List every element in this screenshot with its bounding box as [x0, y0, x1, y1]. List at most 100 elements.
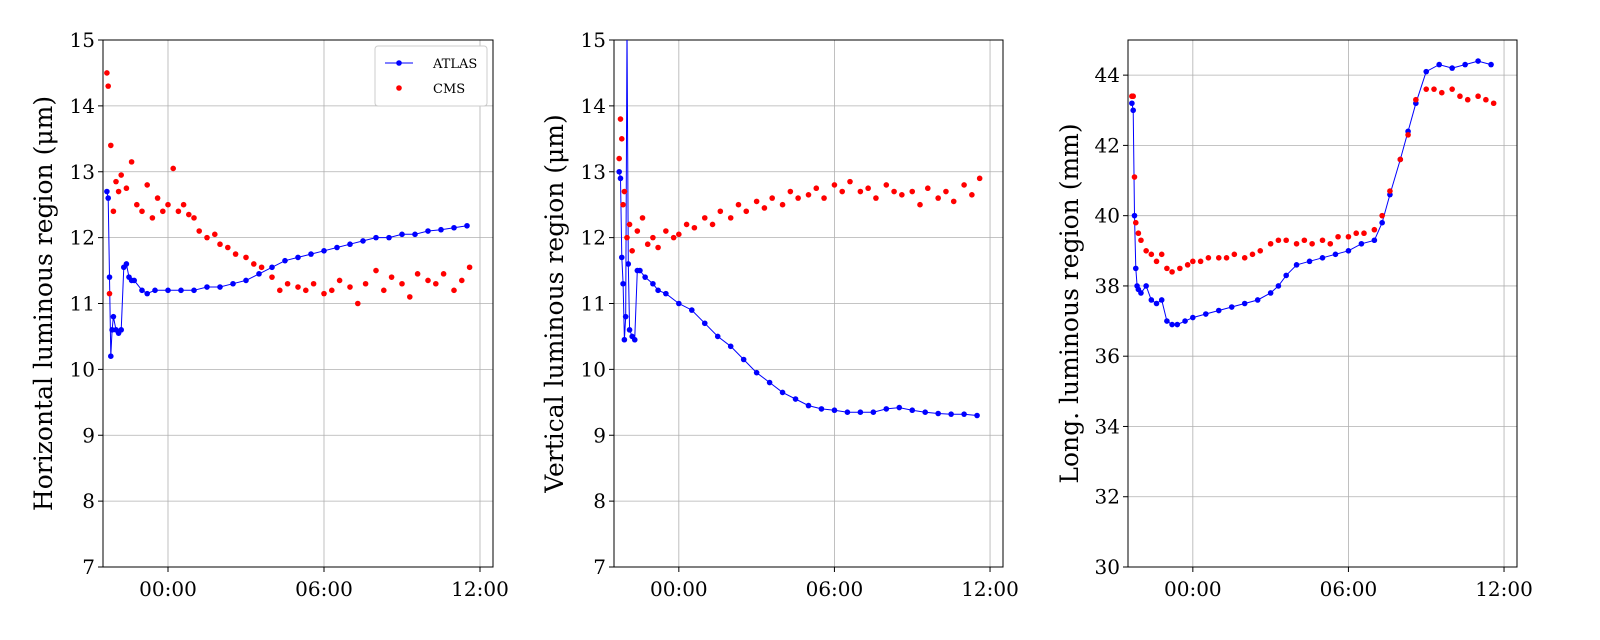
y-tick-label: 14	[581, 94, 606, 118]
data-point	[399, 231, 405, 238]
x-tick-label: 12:00	[1475, 577, 1533, 601]
data-point	[676, 300, 682, 307]
y-tick-label: 10	[70, 357, 95, 381]
data-point	[212, 231, 218, 238]
data-point	[624, 24, 630, 30]
data-point	[1449, 86, 1455, 92]
data-point	[795, 195, 801, 201]
data-point	[225, 244, 231, 251]
data-point	[321, 248, 327, 254]
data-point	[1164, 265, 1170, 272]
data-point	[976, 175, 983, 182]
data-point	[1293, 262, 1300, 268]
data-point	[622, 313, 629, 320]
y-tick-label: 9	[593, 423, 606, 447]
data-point	[1379, 219, 1385, 226]
data-point	[689, 307, 695, 313]
data-point	[440, 271, 447, 277]
data-point	[1335, 233, 1341, 240]
data-point	[961, 411, 967, 417]
data-point	[269, 264, 275, 271]
data-point	[1130, 107, 1136, 114]
data-point	[123, 185, 130, 192]
data-point	[691, 224, 698, 231]
data-point	[284, 280, 291, 287]
legend: ATLAS CMS	[374, 45, 488, 107]
data-point	[175, 208, 182, 215]
data-point	[386, 234, 392, 241]
data-point	[663, 228, 669, 234]
plot-frame	[1127, 39, 1518, 568]
data-point	[917, 201, 923, 208]
data-point	[1358, 240, 1365, 247]
data-point	[104, 188, 110, 195]
data-point	[896, 404, 903, 411]
y-tick-label: 44	[1095, 63, 1120, 87]
data-point	[191, 215, 197, 221]
y-tick-label: 11	[581, 292, 606, 316]
data-point	[870, 409, 877, 415]
data-point	[1129, 100, 1135, 107]
data-point	[115, 188, 122, 195]
data-point	[186, 211, 192, 218]
y-axis-title: Long. luminous region (mm)	[1055, 123, 1084, 483]
data-point	[165, 201, 171, 208]
data-point	[1148, 297, 1155, 303]
data-point	[110, 313, 117, 320]
data-point	[844, 409, 851, 415]
data-point	[113, 178, 119, 185]
data-point	[1275, 283, 1282, 289]
data-point	[631, 336, 638, 343]
data-point	[1132, 219, 1139, 226]
data-point	[438, 226, 444, 233]
data-point	[961, 182, 967, 188]
data-point	[634, 228, 641, 234]
data-point	[149, 215, 156, 221]
data-point	[701, 215, 708, 221]
data-point	[258, 264, 265, 271]
y-tick-label: 13	[581, 160, 606, 184]
data-point	[899, 192, 905, 198]
plot-area	[1129, 58, 1497, 328]
data-point	[1345, 233, 1352, 240]
longitudinal-panel: 30 32 34 36 38 40 42 44 00:00 06:00 12:00 Long. lum…	[1055, 39, 1533, 601]
data-point	[1135, 230, 1142, 237]
vertical-panel: 7 8 9 10 11 12 13 14 15 00:00 06:00 12:00 Vertical l…	[540, 24, 1019, 601]
data-point	[1293, 240, 1300, 247]
data-point	[425, 228, 431, 234]
data-point	[650, 234, 656, 241]
x-tick-label: 06:00	[295, 577, 353, 601]
data-point	[282, 257, 288, 264]
data-point	[347, 241, 353, 248]
data-point	[1164, 318, 1170, 324]
data-point	[676, 231, 682, 238]
data-point	[753, 369, 760, 376]
data-point	[616, 168, 622, 175]
data-point	[847, 178, 853, 185]
data-point	[1177, 265, 1183, 272]
data-point	[873, 195, 879, 201]
x-tick-label: 06:00	[806, 577, 864, 601]
data-point	[616, 155, 622, 162]
data-point	[743, 208, 750, 215]
data-point	[1228, 304, 1235, 310]
data-point	[1423, 68, 1430, 75]
data-point	[108, 142, 114, 149]
data-point	[1431, 86, 1437, 92]
data-point	[620, 280, 626, 287]
y-tick-label: 12	[581, 226, 606, 250]
data-point	[269, 274, 275, 280]
data-point	[717, 208, 724, 215]
data-point	[1483, 96, 1489, 103]
data-point	[243, 277, 249, 284]
series-line	[618, 40, 978, 416]
data-point	[170, 165, 176, 172]
data-point	[1169, 269, 1175, 275]
y-tick-label: 15	[581, 28, 606, 52]
data-point	[118, 327, 124, 333]
y-tick-label: 7	[82, 555, 95, 579]
data-point	[650, 280, 656, 287]
data-point	[883, 406, 890, 412]
y-tick-label: 10	[581, 357, 606, 381]
